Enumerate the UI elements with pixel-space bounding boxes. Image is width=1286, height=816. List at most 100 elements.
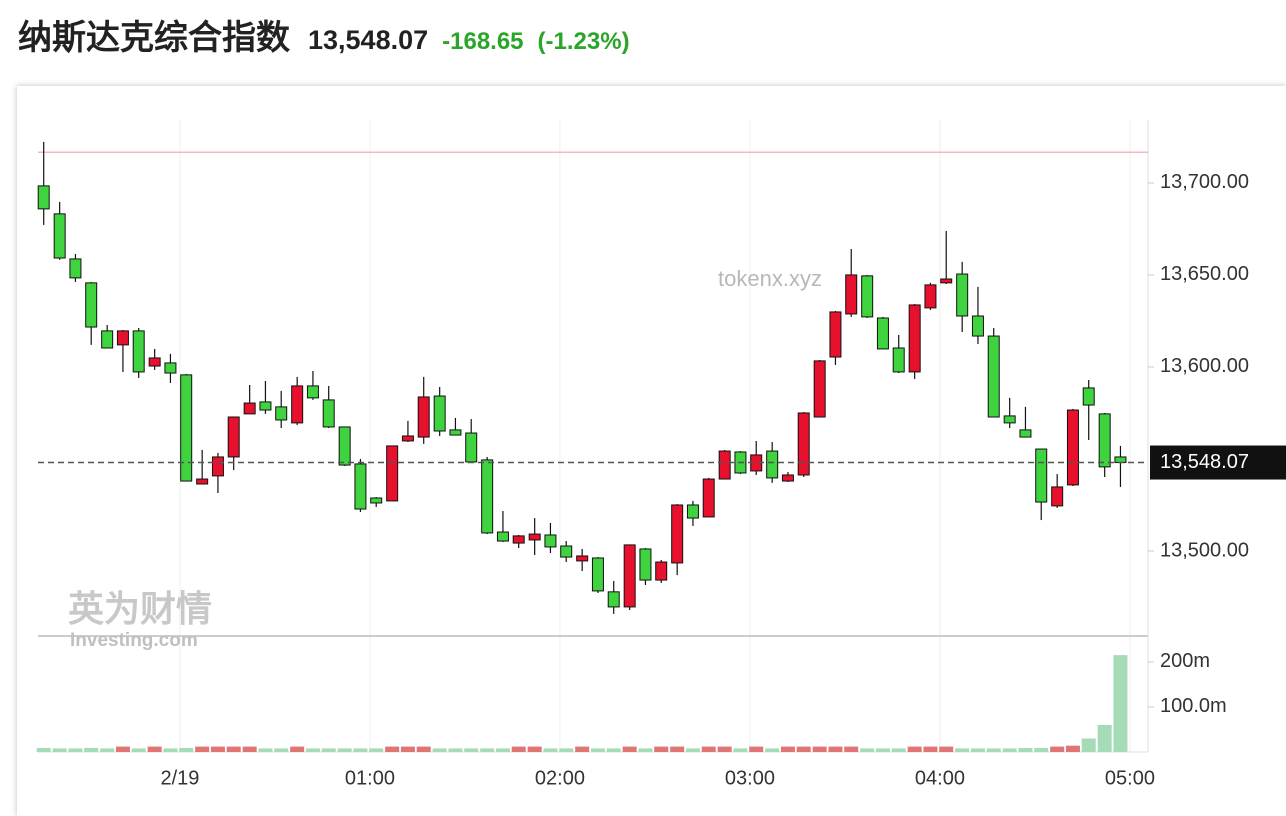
volume-bar bbox=[353, 748, 368, 752]
volume-bar bbox=[100, 748, 115, 752]
x-tick-label: 05:00 bbox=[1105, 767, 1155, 789]
volume-bar bbox=[796, 746, 811, 752]
change: -168.65 bbox=[442, 28, 524, 55]
candle-body bbox=[576, 555, 589, 562]
volume-bar bbox=[670, 746, 685, 752]
candle-body bbox=[291, 385, 304, 424]
candle-body bbox=[243, 402, 256, 415]
volume-bar bbox=[369, 748, 384, 752]
volume-bar bbox=[970, 748, 985, 752]
candle-body bbox=[481, 459, 494, 534]
candle-body bbox=[892, 347, 905, 373]
volume-bar bbox=[321, 748, 336, 752]
candle-body bbox=[845, 274, 858, 315]
volume-bar bbox=[590, 748, 605, 752]
candle-body bbox=[148, 357, 161, 367]
volume-bar bbox=[622, 746, 637, 752]
volume-bar bbox=[210, 746, 225, 752]
candle-body bbox=[956, 273, 969, 317]
volume-bar bbox=[84, 747, 99, 752]
x-tick-label: 2/19 bbox=[160, 767, 199, 789]
candle-body bbox=[386, 445, 399, 502]
volume-bar bbox=[258, 748, 273, 752]
watermark: tokenx.xyz bbox=[718, 266, 822, 291]
volume-bar bbox=[1113, 655, 1128, 752]
volume-bar bbox=[1050, 746, 1065, 752]
candle-body bbox=[196, 478, 209, 485]
volume-bar bbox=[828, 746, 843, 752]
watermark: 英为财情 bbox=[68, 589, 212, 630]
x-tick-label: 02:00 bbox=[535, 767, 585, 789]
volume-tick-label: 200m bbox=[1160, 650, 1210, 672]
candle-body bbox=[275, 406, 288, 421]
candle-body bbox=[132, 330, 145, 373]
candle-body bbox=[37, 185, 50, 210]
volume-bar bbox=[765, 748, 780, 752]
volume-bar bbox=[860, 748, 875, 752]
volume-bar bbox=[147, 746, 162, 752]
candle-body bbox=[211, 456, 224, 477]
candle-body bbox=[639, 548, 652, 581]
candle-body bbox=[306, 385, 319, 399]
volume-bar bbox=[955, 748, 970, 752]
candle-body bbox=[180, 374, 193, 482]
volume-bar bbox=[511, 746, 526, 752]
candle-body bbox=[623, 544, 636, 608]
volume-bar bbox=[923, 746, 938, 752]
x-tick-label: 04:00 bbox=[915, 767, 965, 789]
volume-bar bbox=[606, 748, 621, 752]
candle-body bbox=[53, 213, 66, 259]
volume-bar bbox=[749, 746, 764, 752]
candle-body bbox=[528, 533, 541, 541]
volume-tick-label: 100.0m bbox=[1160, 695, 1227, 717]
candle-body bbox=[655, 561, 668, 581]
candle-body bbox=[1003, 415, 1016, 424]
volume-bar bbox=[1081, 738, 1096, 752]
volume-bar bbox=[543, 748, 558, 752]
volume-bar bbox=[195, 746, 210, 752]
candle-body bbox=[971, 315, 984, 337]
candle-body bbox=[813, 360, 826, 418]
candle-body bbox=[465, 432, 478, 463]
volume-bar bbox=[290, 746, 305, 752]
volume-bar bbox=[480, 748, 495, 752]
volume-bar bbox=[1034, 747, 1049, 752]
candle-body bbox=[1035, 448, 1048, 503]
candle-body bbox=[433, 395, 446, 432]
volume-bar bbox=[844, 746, 859, 752]
y-tick-label: 13,500.00 bbox=[1160, 539, 1249, 561]
volume-bar bbox=[986, 748, 1001, 752]
y-tick-label: 13,600.00 bbox=[1160, 355, 1249, 377]
volume-bar bbox=[432, 748, 447, 752]
candle-body bbox=[116, 330, 129, 346]
candle-body bbox=[591, 557, 604, 592]
header: 纳斯达克综合指数 13,548.07 -168.65 (-1.23%) bbox=[18, 10, 630, 60]
volume-bar bbox=[717, 746, 732, 752]
volume-bar bbox=[875, 748, 890, 752]
candle-body bbox=[1019, 429, 1032, 438]
volume-bar bbox=[812, 746, 827, 752]
volume-bar bbox=[179, 747, 194, 752]
candle-body bbox=[1082, 387, 1095, 406]
candle-body bbox=[607, 591, 620, 608]
volume-bar bbox=[226, 746, 241, 752]
volume-bar bbox=[385, 746, 400, 752]
candle-body bbox=[766, 450, 779, 479]
volume-bar bbox=[939, 746, 954, 752]
candle-body bbox=[227, 416, 240, 458]
candle-body bbox=[797, 412, 810, 476]
last-price-label: 13,548.07 bbox=[1160, 451, 1249, 473]
volume-bar bbox=[464, 748, 479, 752]
volume-bar bbox=[1002, 748, 1017, 752]
candle-body bbox=[987, 335, 1000, 418]
candle-body bbox=[908, 304, 921, 373]
candle-body bbox=[1098, 413, 1111, 468]
volume-bar bbox=[416, 746, 431, 752]
volume-bar bbox=[115, 746, 130, 752]
price: 13,548.07 bbox=[308, 25, 429, 55]
candle-body bbox=[544, 534, 557, 548]
candle-body bbox=[1114, 456, 1127, 464]
volume-bar bbox=[780, 746, 795, 752]
volume-bar bbox=[274, 748, 289, 752]
volume-bar bbox=[337, 748, 352, 752]
